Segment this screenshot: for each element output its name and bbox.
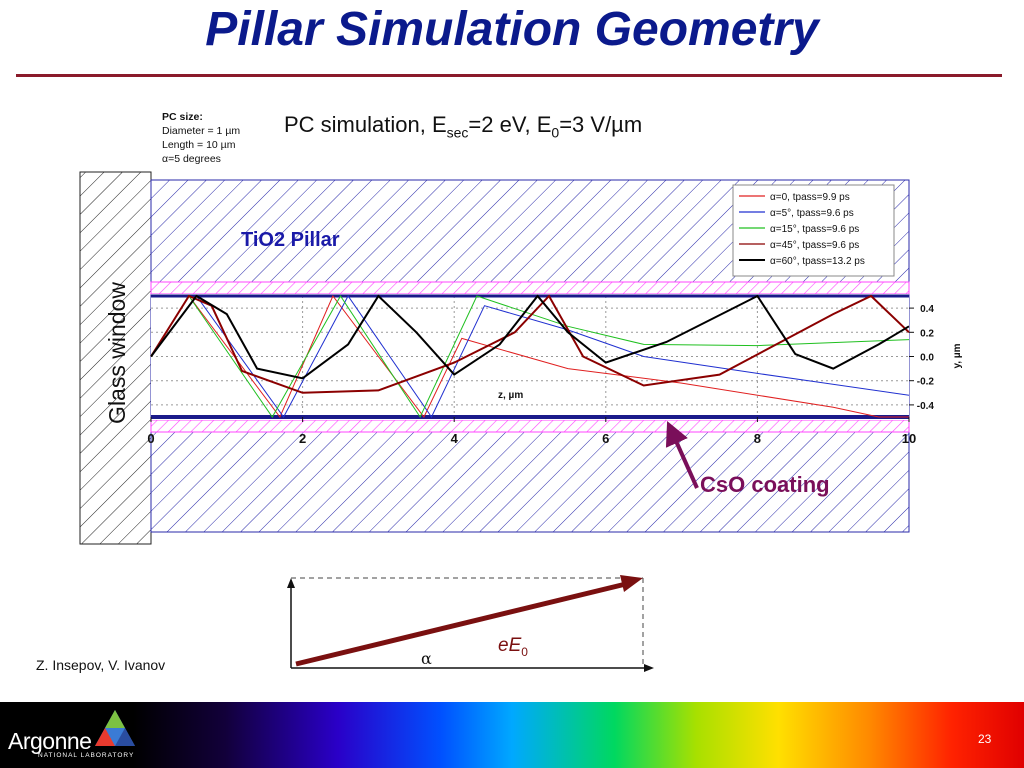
coating-pointer-arrow — [665, 421, 699, 489]
legend-label: α=60°, tpass=13.2 ps — [770, 256, 865, 267]
chart-legend: α=0, tpass=9.9 ps α=5°, tpass=9.6 ps α=15°… — [732, 184, 895, 277]
footer-bar: Argonne NATIONAL LABORATORY 23 — [0, 702, 1024, 768]
x-tick-label: 10 — [902, 431, 916, 446]
plot-grid — [151, 296, 909, 417]
coating-band-top — [150, 281, 910, 295]
field-label-e: eE — [498, 635, 522, 656]
y-tick-label: 0.0 — [920, 353, 934, 364]
x-tick-label: 6 — [602, 431, 609, 446]
coating-band-bottom — [150, 419, 910, 433]
field-angle-inset: α eE0 — [287, 575, 654, 672]
sim-title-sub-zero: 0 — [551, 124, 560, 141]
trajectory-series — [150, 294, 910, 419]
y-tick-label: -0.4 — [917, 401, 935, 412]
authors-credit: Z. Insepov, V. Ivanov — [36, 657, 166, 673]
legend-label: α=0, tpass=9.9 ps — [770, 192, 850, 203]
coating-label: CsO coating — [700, 472, 830, 497]
x-tick-label: 2 — [299, 431, 306, 446]
sim-title-suffix: =3 V/µm — [559, 112, 643, 137]
sim-title-mid: =2 eV, E — [468, 112, 552, 137]
series-line-3 — [150, 294, 910, 394]
x-tick-label: 4 — [451, 431, 459, 446]
x-axis-ticks: 0 2 4 6 8 10 — [147, 417, 916, 446]
pc-size-diameter: Diameter = 1 µm — [162, 125, 241, 137]
title-divider — [16, 74, 1002, 77]
simulation-title: PC simulation, Esec=2 eV, E0=3 V/µm — [284, 112, 642, 140]
pillar-body-bottom — [150, 431, 910, 533]
x-tick-label: 0 — [147, 431, 154, 446]
field-vector-arrow — [295, 580, 631, 667]
pillar-label: TiO2 Pillar — [241, 229, 340, 251]
field-label: eE0 — [498, 635, 528, 659]
logo-name: Argonne — [8, 728, 92, 754]
footer-gradient — [0, 702, 1024, 768]
series-line-4 — [150, 294, 910, 380]
legend-label: α=45°, tpass=9.6 ps — [770, 240, 859, 251]
glass-window-label: Glass window — [104, 282, 130, 424]
inset-x-arrowhead — [644, 664, 654, 672]
y-tick-label: 0.4 — [920, 304, 934, 315]
pc-size-angle: α=5 degrees — [162, 153, 221, 165]
y-axis-label: y, µm — [952, 343, 963, 368]
legend-label: α=5°, tpass=9.6 ps — [770, 208, 854, 219]
pillar-simulation-diagram: Glass window 0 2 4 6 8 10 0.4 0.2 0.0 -0.2 -0.4 z… — [79, 171, 963, 672]
legend-label: α=15°, tpass=9.6 ps — [770, 224, 859, 235]
field-label-sub: 0 — [521, 645, 528, 659]
argonne-logo-icon — [95, 710, 135, 746]
x-tick-label: 8 — [754, 431, 761, 446]
alpha-label: α — [421, 649, 432, 668]
logo-subtitle: NATIONAL LABORATORY — [38, 752, 135, 759]
series-line-0 — [150, 295, 909, 418]
field-vector-arrowhead — [620, 575, 643, 592]
pc-size-length: Length = 10 µm — [162, 139, 236, 151]
series-line-2 — [150, 295, 910, 419]
sim-title-sub-sec: sec — [446, 124, 469, 141]
slide-title: Pillar Simulation Geometry — [205, 3, 819, 56]
inset-y-arrowhead — [287, 578, 295, 588]
y-tick-label: 0.2 — [920, 328, 934, 339]
page-number: 23 — [978, 732, 992, 746]
sim-title-prefix: PC simulation, E — [284, 112, 447, 137]
y-axis-ticks: 0.4 0.2 0.0 -0.2 -0.4 — [909, 304, 934, 412]
y-tick-label: -0.2 — [917, 377, 935, 388]
x-axis-label: z, µm — [498, 390, 523, 401]
pc-size-note: PC size: Diameter = 1 µm Length = 10 µm … — [162, 110, 240, 166]
pc-size-heading: PC size: — [162, 111, 203, 123]
